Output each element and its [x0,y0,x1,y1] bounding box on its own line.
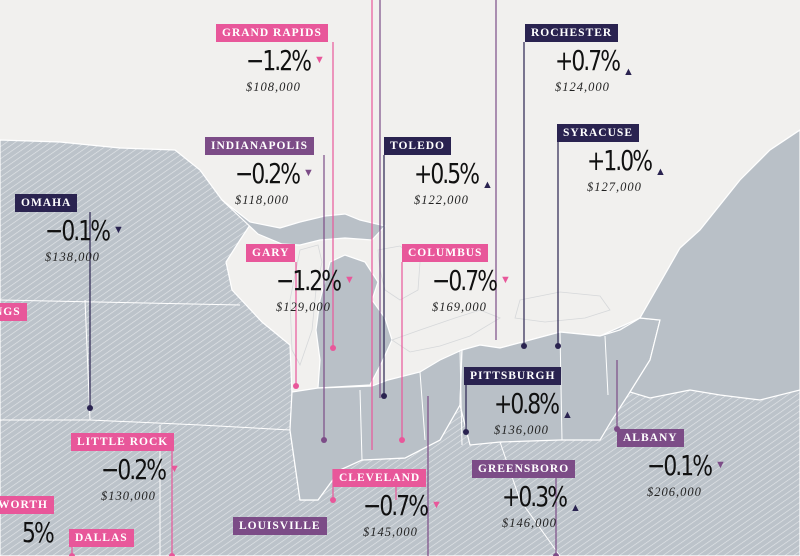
grand-rapids-change: −1.2% [246,44,312,77]
triangle-down-icon: ▼ [431,499,442,511]
triangle-up-icon: ▲ [655,166,666,178]
gary-change: −1.2% [276,264,342,297]
toledo-marker [381,393,387,399]
little-rock-name: LITTLE ROCK [71,433,175,451]
greensboro-name: GREENSBORO [472,460,576,478]
michigan-lower [315,254,393,389]
indianapolis-name: INDIANAPOLIS [205,137,314,155]
gary-marker [293,383,299,389]
cleveland-change: −0.7% [363,489,429,522]
albany-change: −0.1% [647,449,713,482]
rochester-marker [521,343,527,349]
rochester-name: ROCHESTER [525,24,619,42]
triangle-up-icon: ▲ [570,502,581,514]
indianapolis-price: $118,000 [235,193,289,207]
lake-erie [391,309,501,353]
columbus-marker [399,437,405,443]
triangle-down-icon: ▼ [113,224,124,236]
triangle-down-icon: ▼ [303,167,314,179]
greensboro-change: +0.3% [502,480,568,513]
louisville-name: LOUISVILLE [233,517,327,535]
gary-name: GARY [246,244,296,262]
grand-rapids-price: $108,000 [246,80,301,94]
triangle-down-icon: ▼ [715,459,726,471]
lake-ontario [514,291,611,323]
columbus-change: −0.7% [432,264,498,297]
albany-price: $206,000 [647,485,702,499]
toledo-name: TOLEDO [384,137,451,155]
toledo-price: $122,000 [414,193,469,207]
rochester-price: $124,000 [555,80,610,94]
northeast [629,129,800,401]
pittsburgh-marker [463,429,469,435]
dallas-name: DALLAS [69,529,134,547]
triangle-down-icon: ▼ [169,463,180,475]
pittsburgh-change: +0.8% [494,387,560,420]
columbus-name: COLUMBUS [402,244,489,262]
triangle-up-icon: ▲ [562,409,573,421]
columbus-price: $169,000 [432,300,487,314]
greensboro-price: $146,000 [502,516,557,530]
omaha-marker [87,405,93,411]
triangle-down-icon: ▼ [314,54,325,66]
syracuse-marker [555,343,561,349]
syracuse-change: +1.0% [587,144,653,177]
triangle-up-icon: ▲ [482,179,493,191]
grand-rapids-marker [330,345,336,351]
cut-left-name: NGS [0,303,27,321]
omaha-change: −0.1% [45,214,111,247]
cleveland-price: $145,000 [363,525,418,539]
toledo-change: +0.5% [414,157,480,190]
grand-rapids-name: GRAND RAPIDS [216,24,328,42]
dallas-marker [69,553,75,556]
little-rock-marker [169,553,175,556]
pittsburgh-name: PITTSBURGH [464,367,562,385]
triangle-down-icon: ▼ [500,274,511,286]
gary-price: $129,000 [276,300,331,314]
cleveland-name: CLEVELAND [333,469,427,487]
syracuse-name: SYRACUSE [557,124,639,142]
fort-worth-change: 5% [22,516,55,549]
little-rock-change: −0.2% [101,453,167,486]
cleveland-marker [330,497,336,503]
lake-michigan [289,244,323,366]
pittsburgh-price: $136,000 [494,423,549,437]
albany-name: ALBANY [617,429,684,447]
omaha-price: $138,000 [45,250,100,264]
state-borders [0,299,609,556]
triangle-down-icon: ▼ [344,274,355,286]
indianapolis-change: −0.2% [235,157,301,190]
indianapolis-marker [321,437,327,443]
omaha-name: OMAHA [15,194,78,212]
rochester-change: +0.7% [555,44,621,77]
syracuse-price: $127,000 [587,180,642,194]
fort-worth-name: WORTH [0,496,54,514]
greensboro-marker [553,553,559,556]
triangle-up-icon: ▲ [623,66,634,78]
little-rock-price: $130,000 [101,489,156,503]
